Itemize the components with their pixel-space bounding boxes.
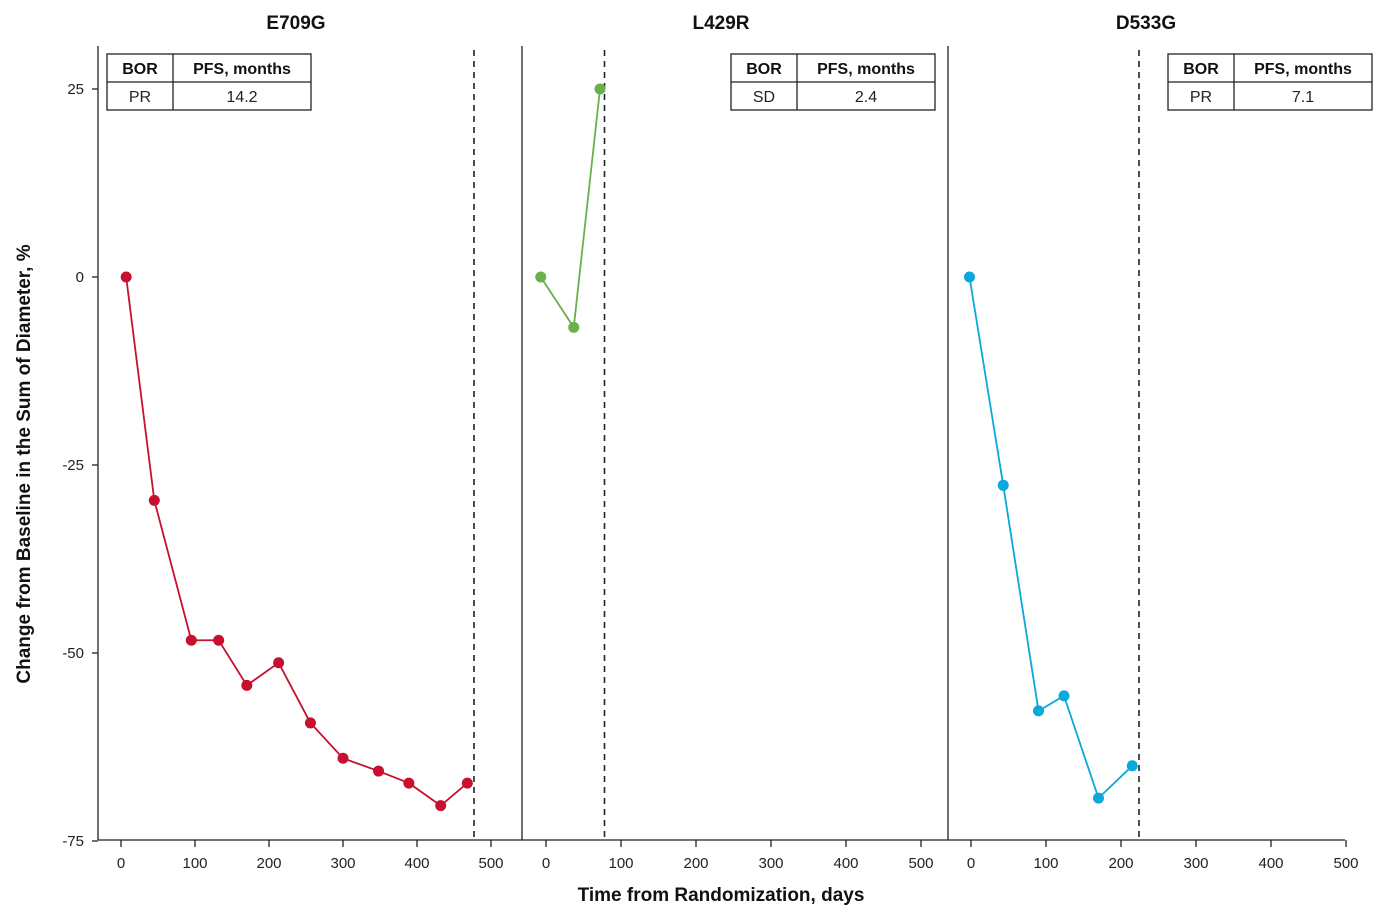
table-header-pfs: PFS, months xyxy=(817,61,915,78)
data-point xyxy=(148,494,160,506)
data-point xyxy=(403,777,415,789)
x-tick-label: 300 xyxy=(1183,855,1208,872)
data-point xyxy=(461,777,473,789)
table-header-bor: BOR xyxy=(1183,61,1219,78)
data-point xyxy=(185,634,197,646)
data-point xyxy=(1126,760,1138,772)
x-tick-label: 200 xyxy=(683,855,708,872)
y-tick-label: -25 xyxy=(62,457,84,474)
x-axis-title: Time from Randomization, days xyxy=(578,885,865,906)
data-point xyxy=(213,634,225,646)
table-cell-bor: PR xyxy=(1190,89,1212,106)
y-tick-label: -75 xyxy=(62,833,84,850)
data-point xyxy=(273,657,285,669)
panel-title: E709G xyxy=(266,13,325,34)
panel-title: L429R xyxy=(692,13,749,34)
data-point xyxy=(120,271,132,283)
data-point xyxy=(373,765,385,777)
x-tick-label: 200 xyxy=(256,855,281,872)
data-point xyxy=(964,271,975,283)
data-point xyxy=(304,717,316,729)
series-line xyxy=(968,276,1133,800)
series-line xyxy=(125,276,468,807)
x-tick-label: 500 xyxy=(478,855,503,872)
table-cell-pfs: 14.2 xyxy=(226,89,257,106)
data-point xyxy=(1058,690,1070,702)
data-point xyxy=(435,800,447,812)
series-line xyxy=(539,88,601,330)
x-tick-label: 500 xyxy=(908,855,933,872)
x-tick-label: 400 xyxy=(404,855,429,872)
panel-title: D533G xyxy=(1116,13,1176,34)
table-cell-bor: PR xyxy=(129,89,151,106)
data-point xyxy=(1093,792,1104,804)
y-tick-label: 0 xyxy=(76,269,84,286)
data-point xyxy=(241,679,253,691)
x-tick-label: 0 xyxy=(117,855,125,872)
table-header-bor: BOR xyxy=(746,61,782,78)
y-axis-title: Change from Baseline in the Sum of Diame… xyxy=(14,244,35,683)
x-tick-label: 300 xyxy=(758,855,783,872)
data-point xyxy=(997,479,1009,491)
x-tick-label: 400 xyxy=(1258,855,1283,872)
x-tick-label: 100 xyxy=(182,855,207,872)
x-tick-label: 100 xyxy=(1033,855,1058,872)
data-point xyxy=(568,321,580,333)
x-tick-label: 0 xyxy=(542,855,550,872)
table-cell-pfs: 2.4 xyxy=(855,89,877,106)
table-header-pfs: PFS, months xyxy=(193,61,291,78)
data-point xyxy=(1033,705,1044,717)
data-point xyxy=(535,271,547,283)
table-header-bor: BOR xyxy=(122,61,158,78)
table-cell-pfs: 7.1 xyxy=(1292,89,1314,106)
y-tick-label: 25 xyxy=(67,81,84,98)
x-tick-label: 400 xyxy=(833,855,858,872)
data-point xyxy=(337,752,349,764)
x-tick-label: 100 xyxy=(608,855,633,872)
table-header-pfs: PFS, months xyxy=(1254,61,1352,78)
y-tick-label: -50 xyxy=(62,645,84,662)
table-cell-bor: SD xyxy=(753,89,775,106)
x-tick-label: 200 xyxy=(1108,855,1133,872)
x-tick-label: 500 xyxy=(1333,855,1358,872)
x-tick-label: 0 xyxy=(967,855,975,872)
x-tick-label: 300 xyxy=(330,855,355,872)
data-point xyxy=(594,83,606,95)
